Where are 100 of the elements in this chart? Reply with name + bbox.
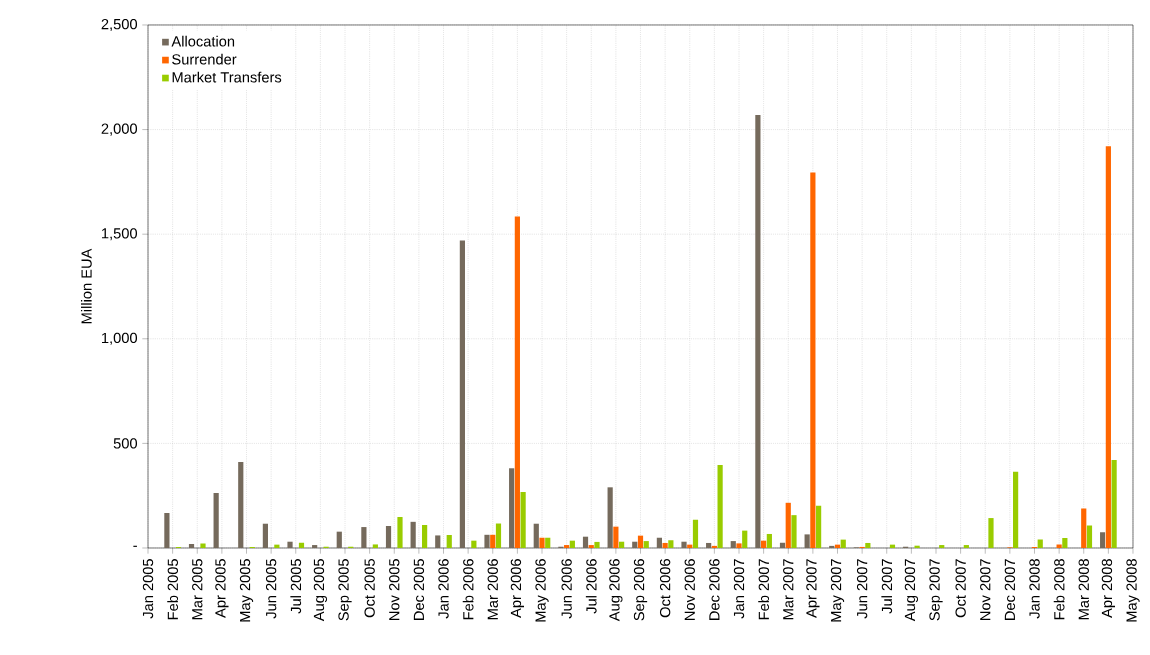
- bar: [564, 545, 570, 548]
- bar: [262, 523, 268, 548]
- bar: [668, 540, 674, 548]
- x-tick-label: Feb 2007: [758, 559, 770, 620]
- x-tick-label: Jul 2007: [881, 559, 893, 614]
- bar: [1086, 525, 1093, 548]
- x-tick-label: Nov 2007: [980, 559, 991, 620]
- y-tick-label: 2,500: [101, 18, 138, 32]
- bar: [1081, 508, 1087, 548]
- x-tick-label: Mar 2007: [783, 559, 794, 620]
- bar: [545, 537, 551, 548]
- bar: [755, 114, 761, 548]
- bar: [385, 526, 392, 548]
- x-tick-label: Nov 2006: [684, 559, 695, 620]
- bar: [520, 491, 526, 548]
- x-tick-label: May 2007: [830, 559, 845, 622]
- x-tick-label: Jul 2006: [585, 559, 597, 614]
- legend-label: Surrender: [172, 53, 237, 65]
- x-tick-label: Dec 2005: [413, 559, 425, 620]
- x-tick-label: Nov 2005: [389, 559, 400, 620]
- x-tick-label: Apr 2005: [215, 559, 229, 618]
- bar: [692, 519, 699, 548]
- bar: [471, 540, 477, 548]
- x-tick-label: Aug 2006: [609, 559, 623, 622]
- bar: [238, 462, 244, 548]
- bar: [681, 541, 687, 548]
- bar: [613, 526, 619, 548]
- bar: [939, 545, 945, 548]
- bar: [588, 545, 594, 548]
- x-tick-label: Feb 2005: [167, 559, 179, 620]
- bar: [1056, 544, 1062, 548]
- bar: [298, 542, 305, 548]
- bar: [164, 513, 170, 548]
- bar: [484, 534, 490, 548]
- bar: [446, 535, 452, 548]
- y-tick-label: 2,000: [101, 123, 138, 136]
- x-tick-label: Apr 2006: [510, 559, 525, 618]
- bar: [490, 534, 496, 548]
- bar: [1100, 532, 1106, 548]
- x-tick-label: Jun 2007: [856, 559, 868, 619]
- bar: [656, 537, 662, 548]
- x-tick-label: Sep 2005: [338, 559, 352, 621]
- bar: [742, 530, 748, 548]
- bar: [761, 540, 767, 548]
- x-tick-label: Mar 2008: [1078, 559, 1089, 620]
- legend-label: Allocation: [171, 35, 235, 47]
- bar: [779, 542, 786, 548]
- bar: [1062, 537, 1068, 548]
- y-tick-label: 1,500: [102, 228, 138, 241]
- bar: [643, 541, 649, 548]
- bar: [785, 502, 791, 548]
- legend-label: Market Transfers: [172, 71, 282, 83]
- bar: [662, 542, 668, 548]
- bar: [336, 531, 342, 548]
- y-tick-label: 1,000: [102, 332, 138, 345]
- x-tick-label: Apr 2008: [1101, 559, 1115, 618]
- x-tick-label: Sep 2006: [633, 559, 648, 621]
- bar: [533, 523, 539, 548]
- bar: [200, 543, 206, 548]
- x-tick-label: Oct 2005: [364, 559, 375, 618]
- bar: [1013, 471, 1019, 548]
- bar: [213, 492, 219, 548]
- bar: [736, 543, 742, 548]
- bar: [766, 533, 772, 548]
- x-tick-label: May 2008: [1126, 559, 1140, 622]
- y-axis-title: Million EUA: [80, 248, 92, 324]
- bar: [730, 541, 736, 548]
- bar: [397, 517, 403, 548]
- bar: [287, 541, 293, 548]
- x-tick-label: Feb 2006: [462, 559, 474, 620]
- x-tick-label: Jun 2005: [265, 559, 277, 619]
- bar: [711, 545, 717, 548]
- bar: [963, 545, 969, 548]
- bar: [619, 541, 625, 548]
- bar: [569, 540, 575, 548]
- bar: [816, 505, 822, 548]
- x-tick-label: Mar 2006: [487, 559, 498, 620]
- bar: [459, 240, 465, 548]
- x-tick-label: Apr 2007: [806, 559, 820, 618]
- bar: [422, 524, 428, 548]
- x-tick-label: Jul 2005: [290, 559, 302, 614]
- x-tick-label: Oct 2006: [659, 559, 671, 618]
- bar: [509, 468, 515, 548]
- x-tick-label: Jan 2006: [438, 559, 449, 619]
- x-tick-label: Jan 2005: [142, 559, 154, 619]
- bar: [312, 545, 318, 548]
- bar: [840, 539, 846, 548]
- bar: [1105, 146, 1111, 548]
- x-tick-label: Jun 2006: [561, 559, 572, 619]
- y-tick-label: 500: [113, 438, 138, 449]
- x-tick-label: Jan 2008: [1029, 559, 1040, 619]
- bar: [361, 527, 367, 548]
- bar: [514, 216, 520, 548]
- bar: [717, 464, 723, 548]
- bar: [372, 544, 378, 548]
- bar: [582, 536, 589, 548]
- x-tick-label: May 2006: [535, 559, 549, 622]
- bar: [607, 487, 613, 548]
- bar: [632, 541, 638, 548]
- bar: [188, 544, 195, 548]
